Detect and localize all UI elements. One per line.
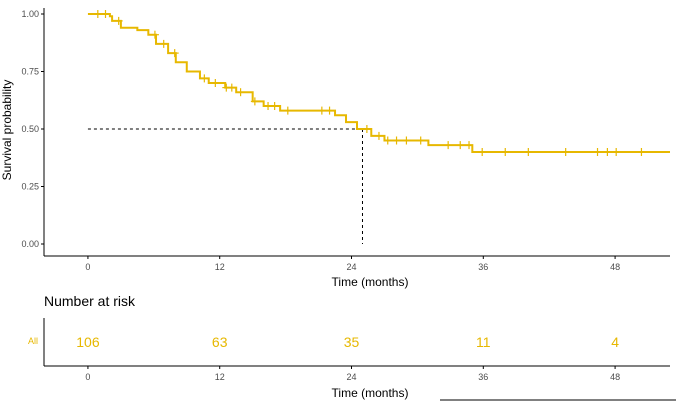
survival-plot: Survival probability Time (months) 0.000… <box>0 8 670 289</box>
censor-mark <box>402 136 411 145</box>
censor-mark <box>383 136 392 145</box>
median-survival-lines <box>87 128 363 244</box>
censor-mark <box>159 39 168 48</box>
censor-mark <box>362 125 371 133</box>
risk-strata-label: All <box>28 336 38 346</box>
survival-curve-all <box>87 13 670 153</box>
risk-count: 106 <box>76 334 100 350</box>
risk-count: 4 <box>611 334 619 350</box>
censor-mark <box>593 148 602 156</box>
y-tick-label: 0.50 <box>21 124 39 134</box>
censor-mark <box>270 102 279 110</box>
y-axis-ticks: 0.00 0.25 0.50 0.75 1.00 <box>21 9 44 249</box>
censor-mark <box>465 141 474 150</box>
censor-mark <box>392 136 401 145</box>
censor-marks <box>93 10 646 156</box>
risk-x-tick-label: 48 <box>610 372 620 382</box>
censor-mark <box>456 141 465 150</box>
risk-x-tick-label: 24 <box>347 372 357 382</box>
risk-table-title: Number at risk <box>44 293 136 309</box>
censor-mark <box>524 148 533 156</box>
censor-mark <box>603 148 612 156</box>
censor-mark <box>236 88 245 97</box>
risk-x-tick-label: 12 <box>215 372 225 382</box>
censor-mark <box>150 30 159 39</box>
risk-table: Number at risk All 106 63 35 11 4 0 12 24 36 48 … <box>28 293 670 400</box>
censor-mark <box>170 49 179 58</box>
survival-curve-layer <box>87 13 670 153</box>
risk-count: 35 <box>344 334 360 350</box>
y-tick-label: 0.25 <box>21 182 39 192</box>
censor-mark <box>374 131 383 140</box>
censor-mark <box>211 79 220 87</box>
y-tick-label: 0.75 <box>21 67 39 77</box>
censor-mark <box>637 148 646 156</box>
y-tick-label: 1.00 <box>21 9 39 19</box>
censor-mark <box>283 106 292 115</box>
x-axis-title: Time (months) <box>332 275 409 289</box>
censor-mark <box>478 148 487 156</box>
censor-mark <box>612 148 621 156</box>
censor-mark <box>227 83 236 92</box>
x-tick-label: 36 <box>478 262 488 272</box>
censor-mark <box>416 136 425 145</box>
x-tick-label: 0 <box>85 262 90 272</box>
censor-mark <box>114 16 123 25</box>
y-tick-label: 0.00 <box>21 239 39 249</box>
censor-mark <box>325 106 334 115</box>
risk-count: 63 <box>212 334 228 350</box>
x-axis-ticks: 0 12 24 36 48 <box>85 256 620 272</box>
censor-mark <box>501 148 510 156</box>
risk-counts: 106 63 35 11 4 <box>76 334 619 350</box>
censor-mark <box>200 74 209 83</box>
risk-x-tick-label: 0 <box>85 372 90 382</box>
censor-mark <box>317 106 326 115</box>
x-tick-label: 48 <box>610 262 620 272</box>
censor-mark <box>444 141 453 150</box>
risk-x-tick-label: 36 <box>478 372 488 382</box>
censor-mark <box>93 10 102 18</box>
censor-mark <box>250 97 259 106</box>
x-tick-label: 24 <box>347 262 357 272</box>
censor-mark <box>101 10 110 18</box>
risk-x-axis-ticks: 0 12 24 36 48 <box>85 366 620 382</box>
censor-mark <box>561 148 570 156</box>
risk-x-axis-title: Time (months) <box>332 386 409 400</box>
risk-count: 11 <box>476 334 491 350</box>
y-axis-title: Survival probability <box>0 80 14 181</box>
x-tick-label: 12 <box>215 262 225 272</box>
